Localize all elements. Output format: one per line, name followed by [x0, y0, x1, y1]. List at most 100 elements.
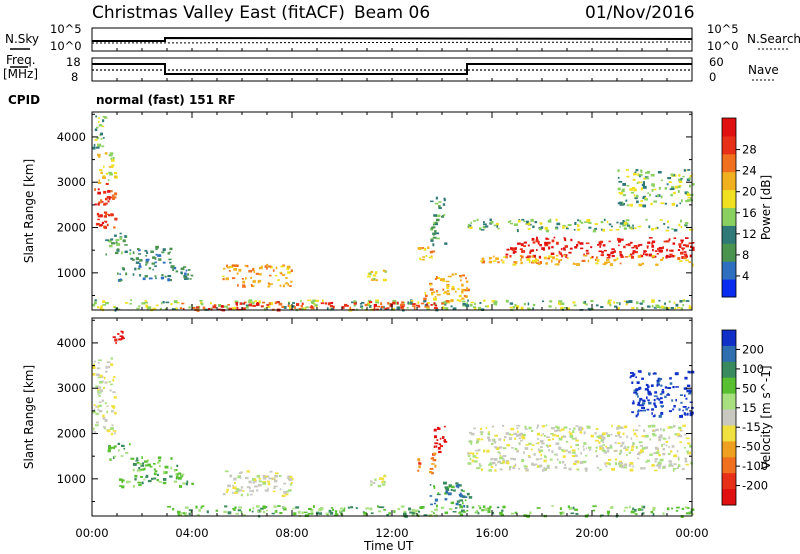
- date-title: 01/Nov/2016: [585, 3, 695, 23]
- velocity-echo-region: [222, 470, 294, 497]
- velocity-echo-region: [429, 481, 473, 508]
- velocity-echo-region: [92, 357, 117, 436]
- station-title: Christmas Valley East (fitACF): [92, 3, 345, 23]
- power-colorbar-swatch: [722, 225, 736, 244]
- x-tick-label: 08:00: [275, 526, 308, 540]
- velocity-colorbar-tick-label: 15: [742, 401, 757, 415]
- velocity-colorbar-tick-label: 200: [742, 342, 764, 356]
- power-echo-region: [105, 232, 132, 256]
- power-y-tick-label: 2000: [57, 221, 86, 235]
- nave-tick-top: 60: [709, 55, 724, 69]
- power-colorbar-tick-label: 24: [742, 164, 757, 178]
- velocity-colorbar-tick-label: -50: [742, 440, 761, 454]
- power-y-axis-label: Slant Range [km]: [22, 159, 36, 263]
- noise-right-tick-bottom: 10^0: [707, 39, 739, 53]
- velocity-colorbar-tick-label: 50: [742, 381, 757, 395]
- power-colorbar-tick-label: 20: [742, 185, 757, 199]
- velocity-echo-region: [417, 452, 437, 475]
- power-echo-region: [480, 254, 694, 267]
- noise-search-label: N.Search: [747, 32, 800, 46]
- velocity-colorbar-swatch: [722, 425, 736, 442]
- noise-panel: N.Sky N.Search 10^5 10^0 10^5 10^0: [5, 22, 800, 81]
- x-tick-label: 00:00: [75, 526, 108, 540]
- velocity-y-tick-label: 1000: [57, 472, 86, 486]
- power-echo-region: [97, 152, 118, 184]
- power-y-tick-label: 3000: [57, 175, 86, 189]
- x-tick-label: 00:00: [675, 526, 708, 540]
- x-axis: 00:00 04:00 08:00 12:00 16:00 20:00 00:00: [75, 526, 708, 540]
- velocity-colorbar-tick-label: -15: [742, 420, 761, 434]
- freq-tick-bottom: 8: [71, 70, 78, 84]
- frequency-panel: Freq. [MHz] Nave 18 8 60 0: [3, 53, 779, 84]
- freq-label: Freq.: [6, 53, 36, 67]
- power-echo-region: [467, 218, 694, 233]
- power-panel: 1000 2000 3000 4000 Slant Range [km]: [22, 111, 695, 312]
- velocity-echo-region: [433, 425, 448, 454]
- power-colorbar-swatch: [722, 279, 736, 298]
- x-axis-label: Time UT: [363, 539, 414, 553]
- nave-label: Nave: [748, 63, 779, 77]
- power-echo-region: [92, 115, 108, 150]
- cpid-value: normal (fast) 151 RF: [96, 93, 236, 107]
- velocity-echo-region: [629, 370, 695, 418]
- velocity-colorbar-swatch: [722, 377, 736, 395]
- x-tick-label: 20:00: [575, 526, 608, 540]
- power-echo-region: [222, 263, 293, 288]
- power-colorbar-tick-label: 16: [742, 206, 757, 220]
- power-colorbar-label: Power [dB]: [759, 175, 773, 240]
- velocity-colorbar-swatch: [722, 361, 736, 379]
- velocity-colorbar-swatch: [722, 330, 736, 347]
- velocity-colorbar-tick-label: -200: [742, 479, 768, 493]
- x-tick-label: 12:00: [375, 526, 408, 540]
- velocity-echo-region: [370, 474, 387, 488]
- power-colorbar-swatch: [722, 243, 736, 262]
- velocity-colorbar-swatch: [722, 473, 736, 490]
- power-echo-region: [423, 272, 470, 303]
- velocity-echo-region: [112, 330, 125, 345]
- power-colorbar-swatch: [722, 118, 736, 137]
- velocity-y-tick-label: 3000: [57, 381, 86, 395]
- power-y-tick-label: 1000: [57, 266, 86, 280]
- power-colorbar-swatch: [722, 189, 736, 208]
- power-colorbar: 4 8 12 16 20 24 28 Power [dB]: [721, 117, 773, 298]
- power-colorbar-tick-label: 28: [742, 143, 757, 157]
- velocity-echo-region: [107, 442, 131, 461]
- power-y-tick-label: 4000: [57, 130, 86, 144]
- x-tick-label: 04:00: [175, 526, 208, 540]
- velocity-echo-region: [130, 456, 179, 474]
- noise-sky-label: N.Sky: [5, 32, 39, 46]
- freq-unit-label: [MHz]: [3, 67, 38, 81]
- velocity-colorbar-swatch: [722, 457, 736, 474]
- velocity-echo-region: [467, 424, 693, 472]
- power-echo-region: [617, 169, 695, 208]
- power-colorbar-tick-label: 8: [742, 248, 749, 262]
- velocity-colorbar-tick-label: 100: [742, 362, 764, 376]
- velocity-panel: 1000 2000 3000 4000 Slant Range [km]: [22, 317, 695, 518]
- nave-tick-bottom: 0: [709, 70, 716, 84]
- velocity-colorbar-swatch: [722, 409, 736, 426]
- power-echo-region: [130, 245, 175, 268]
- power-colorbar-swatch: [722, 135, 736, 155]
- velocity-y-tick-label: 2000: [57, 427, 86, 441]
- noise-left-tick-top: 10^5: [50, 22, 82, 36]
- power-echo-region: [117, 266, 194, 282]
- velocity-colorbar-swatch: [722, 345, 736, 363]
- noise-right-tick-top: 10^5: [707, 22, 739, 36]
- power-echo-region: [94, 182, 118, 229]
- velocity-colorbar-swatch: [722, 441, 736, 458]
- power-colorbar-swatch: [722, 261, 736, 280]
- power-echo-region: [505, 236, 695, 259]
- power-plot-frame: [91, 111, 693, 311]
- velocity-echo-region: [118, 472, 194, 489]
- noise-left-tick-bottom: 10^0: [50, 39, 82, 53]
- power-echo-region: [430, 196, 448, 247]
- beam-title: Beam 06: [354, 3, 430, 23]
- power-colorbar-tick-label: 12: [742, 227, 757, 241]
- velocity-y-tick-label: 4000: [57, 336, 86, 350]
- x-tick-label: 16:00: [475, 526, 508, 540]
- power-colorbar-swatch: [722, 171, 736, 191]
- power-colorbar-tick-label: 4: [742, 269, 749, 283]
- velocity-colorbar-tick-label: -100: [742, 459, 768, 473]
- velocity-colorbar-label: Velocity [m s^-1]: [759, 365, 773, 469]
- velocity-colorbar-swatch: [722, 393, 736, 410]
